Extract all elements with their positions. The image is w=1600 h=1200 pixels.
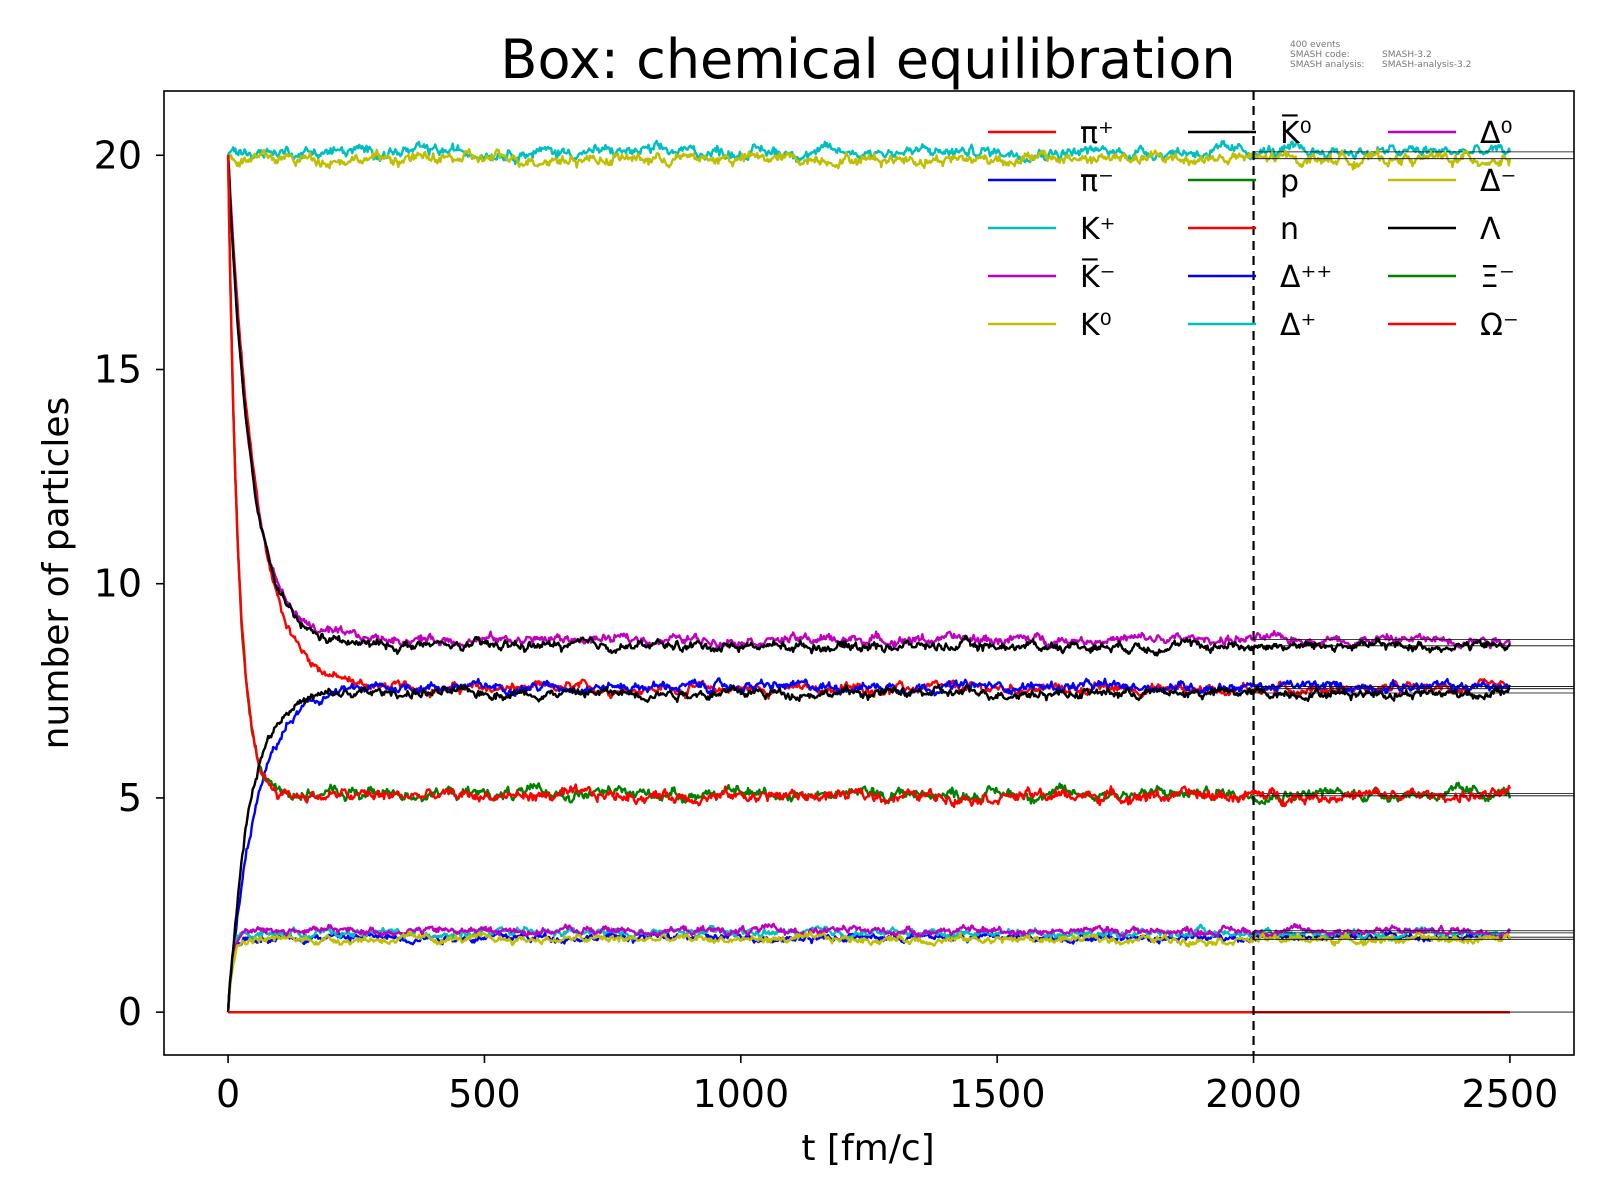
y-axis-label: number of particles	[36, 397, 77, 750]
y-tick-label: 20	[94, 133, 142, 177]
legend-label-13: Ξ⁻	[1480, 260, 1515, 295]
legend-label-7: n	[1280, 212, 1299, 247]
legend-label-8: Δ⁺⁺	[1280, 260, 1332, 295]
legend-label-2: K⁺	[1080, 212, 1116, 247]
x-tick-label: 500	[448, 1072, 521, 1116]
legend-label-1: π⁻	[1080, 164, 1114, 199]
meta-code-label: SMASH code:	[1290, 50, 1350, 60]
x-tick-label: 2000	[1205, 1072, 1302, 1116]
x-tick-label: 1500	[949, 1072, 1046, 1116]
series-line-4	[226, 147, 1512, 171]
series-line-0	[226, 155, 1511, 700]
series-line-1	[226, 677, 1511, 1013]
series-line-12	[226, 683, 1511, 1013]
meta-code-version: SMASH-3.2	[1382, 50, 1432, 60]
y-tick-label: 10	[94, 562, 142, 606]
y-tick-label: 15	[94, 347, 142, 391]
meta-events: 400 events	[1290, 40, 1341, 50]
series-line-2	[226, 139, 1512, 166]
plot-frame	[163, 90, 1575, 1056]
x-tick-label: 1000	[692, 1072, 789, 1116]
y-tick-label: 0	[118, 990, 142, 1034]
chart-title: Box: chemical equilibration	[500, 28, 1235, 91]
meta-analysis-version: SMASH-analysis-3.2	[1382, 60, 1471, 70]
series-line-5	[226, 155, 1512, 657]
y-tick-label: 5	[118, 776, 142, 820]
legend-label-12: Λ	[1480, 212, 1501, 247]
legend: π⁺ π⁻ K⁺ K̅⁻ K⁰ K̅⁰ pn Δ⁺⁺ Δ⁺ Δ⁰ Δ⁻ Λ Ξ⁻ Ω⁻	[988, 114, 1519, 343]
legend-label-14: Ω⁻	[1480, 308, 1519, 343]
legend-label-0: π⁺	[1080, 116, 1114, 151]
legend-label-5: K̅⁰	[1280, 114, 1312, 151]
legend-label-10: Δ⁰	[1480, 116, 1513, 151]
legend-label-6: p	[1280, 164, 1299, 199]
x-tick-label: 0	[216, 1072, 240, 1116]
legend-label-3: K̅⁻	[1080, 258, 1116, 295]
plot-area	[226, 91, 1574, 1055]
series-line-6	[226, 155, 1512, 806]
meta-annotation: 400 events SMASH code: SMASH-3.2 SMASH a…	[1290, 40, 1471, 70]
series-line-7	[226, 155, 1512, 809]
legend-label-4: K⁰	[1080, 308, 1112, 343]
series-line-3	[226, 155, 1512, 650]
x-tick-label: 2500	[1462, 1072, 1559, 1116]
series-line-10	[226, 922, 1511, 1013]
axes-ticks: 0 500 1000 1500 2000 2500 0 5 10 15 20	[94, 133, 1559, 1116]
series-line-11	[226, 930, 1512, 1013]
x-axis-label: t [fm/c]	[801, 1128, 934, 1169]
meta-analysis-label: SMASH analysis:	[1290, 60, 1364, 70]
legend-label-9: Δ⁺	[1280, 308, 1316, 343]
legend-label-11: Δ⁻	[1480, 164, 1516, 199]
